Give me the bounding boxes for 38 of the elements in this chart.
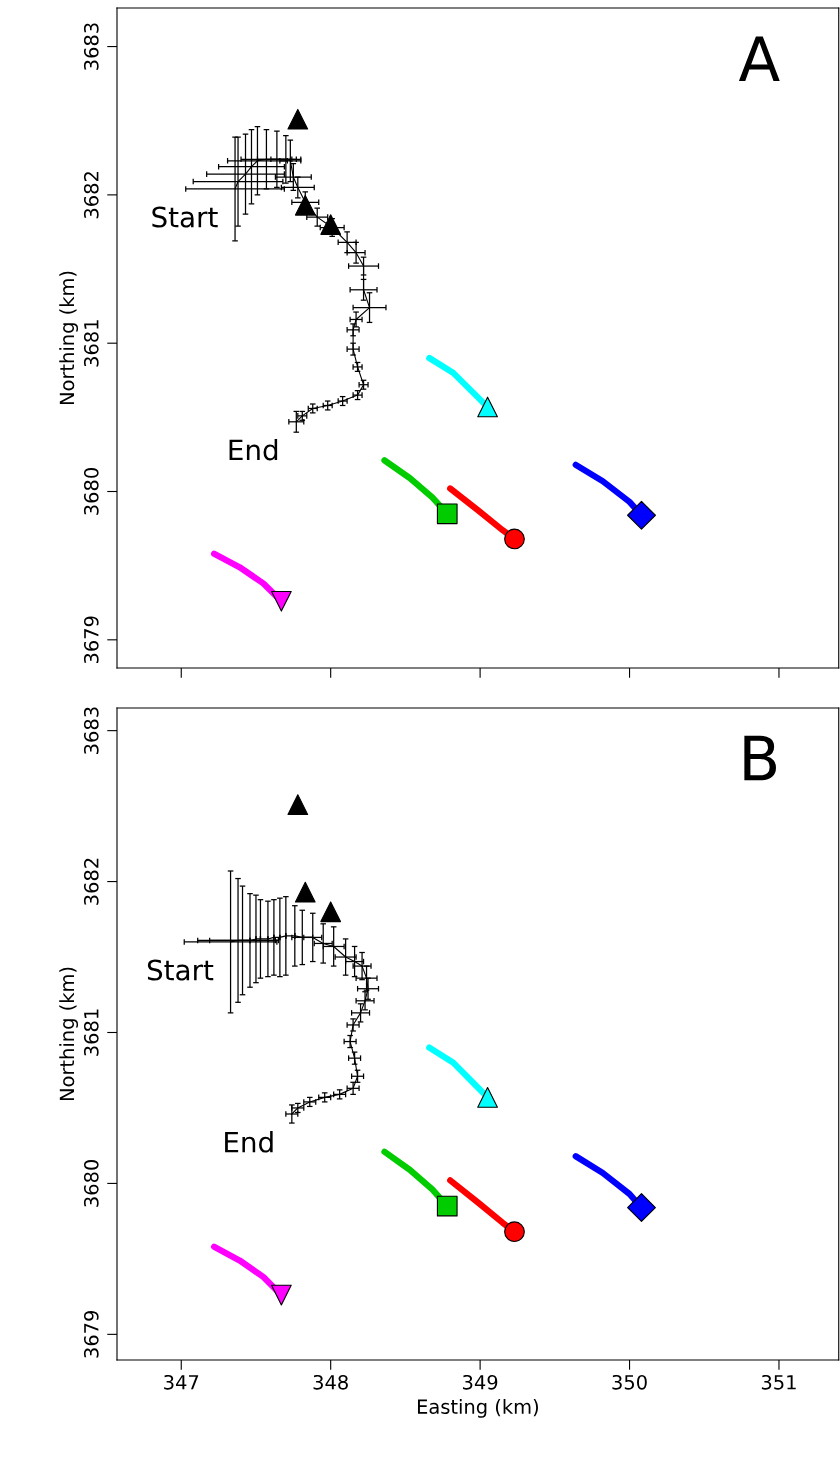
- x-tick-label: 349: [463, 1374, 498, 1390]
- point: [627, 500, 656, 530]
- y-tick-label: 3679: [83, 1310, 99, 1358]
- annotation: A: [738, 36, 780, 81]
- point: [287, 108, 309, 130]
- y-tick-label: 3683: [83, 23, 99, 70]
- x-tick-label: 347: [164, 1374, 199, 1390]
- y-axis-title: Northing (km): [59, 271, 79, 405]
- point: [477, 396, 498, 418]
- annotation: B: [744, 735, 776, 781]
- y-tick-label: 3680: [83, 1159, 99, 1207]
- annotation: End: [225, 1131, 273, 1153]
- point: [436, 1195, 458, 1217]
- point: [294, 881, 316, 903]
- point: [436, 503, 458, 525]
- y-tick-label: 3679: [83, 616, 99, 664]
- point: [504, 1221, 525, 1243]
- y-tick-label: 3681: [83, 320, 99, 367]
- y-tick-label: 3683: [83, 707, 99, 754]
- point: [320, 901, 342, 923]
- y-tick-label: 3682: [83, 858, 99, 905]
- x-axis-title: Easting (km): [417, 1398, 538, 1418]
- annotation: Start: [152, 206, 218, 228]
- point: [477, 1087, 498, 1108]
- y-tick-label: 3681: [83, 1009, 99, 1056]
- x-tick-label: 351: [761, 1374, 796, 1390]
- y-axis-title: Northing (km): [59, 967, 79, 1101]
- y-tick-label: 3682: [83, 172, 99, 219]
- point: [627, 1193, 656, 1223]
- point: [270, 1284, 292, 1306]
- point: [287, 794, 309, 815]
- point: [504, 528, 525, 550]
- x-tick-label: 350: [612, 1374, 647, 1390]
- y-tick-label: 3680: [83, 468, 99, 515]
- annotation: Start: [147, 959, 214, 981]
- point: [270, 590, 292, 612]
- x-tick-label: 348: [313, 1374, 348, 1390]
- annotation: End: [229, 438, 278, 461]
